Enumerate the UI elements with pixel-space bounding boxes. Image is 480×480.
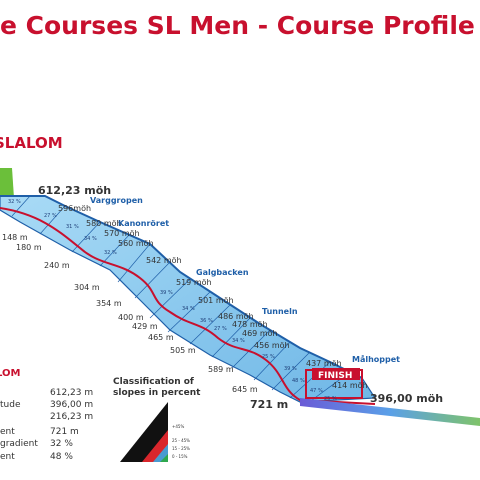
distance-label: 645 m xyxy=(232,385,258,394)
slope-percent: 48 % xyxy=(292,378,305,384)
stats-value: 612,23 m xyxy=(50,388,93,398)
stats-section-title: LOM xyxy=(0,368,21,379)
slope-percent: 34 % xyxy=(232,338,245,344)
stats-value: 216,23 m xyxy=(50,412,93,422)
stats-value: 48 % xyxy=(50,452,73,462)
distance-label: 589 m xyxy=(208,365,234,374)
classification-title: slopes in percent xyxy=(113,388,201,398)
stats-label: ent xyxy=(0,452,15,462)
place-label: Kanonröret xyxy=(118,219,169,228)
slope-percent: 32 % xyxy=(8,199,21,205)
stats-value: 32 % xyxy=(50,439,73,449)
altitude-label: 542 möh xyxy=(146,256,182,265)
distance-label: 505 m xyxy=(170,346,196,355)
stats-label: tude xyxy=(0,400,21,410)
finish-gate: FINISH xyxy=(305,368,363,399)
slope-percent: 32 % xyxy=(104,250,117,256)
stats-value: 721 m xyxy=(50,427,79,437)
legend-label: +45% xyxy=(172,424,184,429)
slope-percent: 25 % xyxy=(324,396,337,402)
slope-percent: 34 % xyxy=(182,306,195,312)
distance-label: 400 m xyxy=(118,313,144,322)
altitude-label: 469 möh xyxy=(242,329,278,338)
classification-wedge xyxy=(120,402,168,462)
altitude-label: 501 möh xyxy=(198,296,234,305)
place-label: Målhoppet xyxy=(352,354,400,364)
distance-label: 180 m xyxy=(16,243,42,252)
distance-label: 240 m xyxy=(44,261,70,270)
distance-label: 465 m xyxy=(148,333,174,342)
altitude-label: 560 möh xyxy=(118,239,154,248)
altitude-label: 570 möh xyxy=(104,229,140,238)
classification-title: Classification of xyxy=(113,377,194,387)
slope-percent: 34 % xyxy=(84,236,97,242)
legend-label: 15 - 25% xyxy=(172,446,190,451)
place-label: Tunneln xyxy=(262,307,298,316)
slope-percent: 36 % xyxy=(200,318,213,324)
place-label: Varggropen xyxy=(90,196,143,205)
stats-label: gradient xyxy=(0,439,38,449)
altitude-label: 519 möh xyxy=(176,278,212,287)
cross-section-lines xyxy=(11,195,351,401)
legend-label: 25 - 45% xyxy=(172,438,190,443)
slope-percent: 31 % xyxy=(66,224,79,230)
start-block xyxy=(0,168,14,198)
slope-percent: 25 % xyxy=(262,354,275,360)
stats-label: ent xyxy=(0,427,15,437)
distance-label: 148 m xyxy=(2,233,28,242)
distance-label: 304 m xyxy=(74,283,100,292)
place-label: Galgbacken xyxy=(196,268,249,277)
slope-percent: 27 % xyxy=(44,213,57,219)
altitude-label: 414 möh xyxy=(332,381,368,390)
slope-percent: 39 % xyxy=(284,366,297,372)
runout-tail xyxy=(300,398,480,426)
race-line xyxy=(0,207,376,405)
slalom-section-title: SLALOM xyxy=(0,134,63,152)
distance-label: 429 m xyxy=(132,322,158,331)
course-top-edge xyxy=(0,195,363,379)
distance-label: 721 m xyxy=(250,398,288,411)
page-title: e Courses SL Men - Course Profile xyxy=(0,11,475,40)
altitude-label: 437 möh xyxy=(306,359,342,368)
slope-percent: 47 % xyxy=(310,388,323,394)
altitude-label: 456 möh xyxy=(254,341,290,350)
distance-label: 354 m xyxy=(96,299,122,308)
altitude-label: 580 möh xyxy=(86,219,122,228)
altitude-label: 478 möh xyxy=(232,320,268,329)
slope-percent: 39 % xyxy=(160,290,173,296)
altitude-label: 596möh xyxy=(58,204,91,213)
legend-label: 0 - 15% xyxy=(172,454,188,459)
finish-label: FINISH xyxy=(318,371,352,381)
stats-value: 396,00 m xyxy=(50,400,93,410)
slope-percent: 27 % xyxy=(214,326,227,332)
altitude-label: 486 möh xyxy=(218,312,254,321)
altitude-label: 612,23 möh xyxy=(38,184,111,197)
altitude-label: 396,00 möh xyxy=(370,392,443,405)
